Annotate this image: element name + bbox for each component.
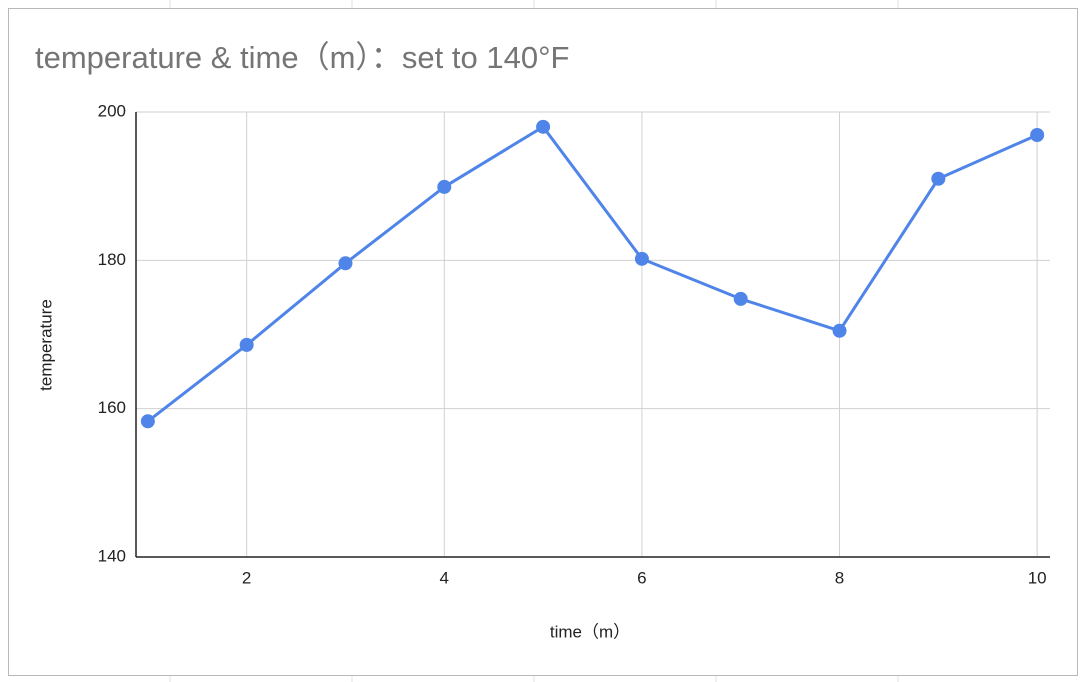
point [239, 337, 254, 352]
point [1030, 127, 1045, 142]
point [832, 323, 847, 338]
point [140, 414, 155, 429]
y-tick-label: 160 [98, 398, 126, 417]
point [931, 171, 946, 186]
x-tick-label: 6 [637, 568, 646, 587]
y-tick-label: 180 [98, 250, 126, 269]
sheet-cells [169, 0, 899, 682]
y-axis-label: temperature [36, 299, 55, 391]
point [536, 119, 551, 134]
x-tick-label: 8 [835, 568, 844, 587]
point [338, 256, 353, 271]
point [437, 179, 452, 194]
chart-frame [8, 8, 1078, 676]
plot-area: 140 160 180 200 2 4 6 8 10 [98, 101, 1050, 587]
y-tick-label: 140 [98, 546, 126, 565]
x-tick-label: 10 [1028, 568, 1047, 587]
x-axis-label: time（m） [550, 622, 630, 641]
x-tick-label: 2 [242, 568, 251, 587]
chart-title: temperature & time（m）：set to 140°F [35, 40, 569, 75]
y-tick-label: 200 [98, 101, 126, 120]
line [146, 125, 1038, 423]
x-tick-label: 4 [440, 568, 449, 587]
point [634, 251, 649, 266]
point [733, 291, 748, 306]
